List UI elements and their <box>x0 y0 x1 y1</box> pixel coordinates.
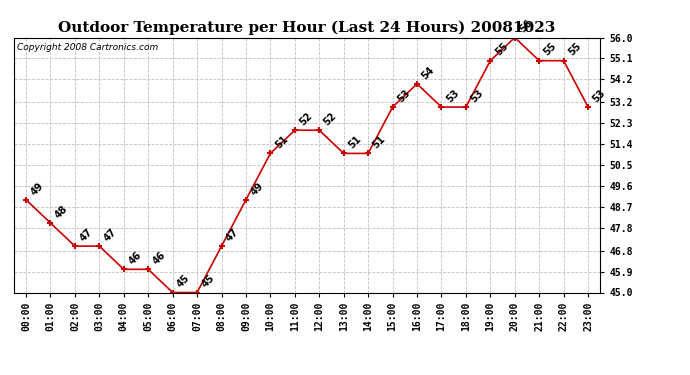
Text: 56: 56 <box>518 18 534 35</box>
Text: 47: 47 <box>102 227 119 243</box>
Text: 52: 52 <box>297 111 314 128</box>
Text: 51: 51 <box>346 134 363 151</box>
Text: 47: 47 <box>78 227 95 243</box>
Text: 46: 46 <box>151 250 168 267</box>
Text: 52: 52 <box>322 111 339 128</box>
Text: 45: 45 <box>175 273 192 290</box>
Text: 53: 53 <box>469 88 485 104</box>
Title: Outdoor Temperature per Hour (Last 24 Hours) 20081023: Outdoor Temperature per Hour (Last 24 Ho… <box>59 21 555 35</box>
Text: 48: 48 <box>53 204 70 220</box>
Text: 45: 45 <box>200 273 217 290</box>
Text: 49: 49 <box>248 180 266 197</box>
Text: 51: 51 <box>273 134 290 151</box>
Text: 49: 49 <box>29 180 46 197</box>
Text: 55: 55 <box>542 41 559 58</box>
Text: 53: 53 <box>395 88 412 104</box>
Text: 47: 47 <box>224 227 241 243</box>
Text: 51: 51 <box>371 134 388 151</box>
Text: 46: 46 <box>126 250 143 267</box>
Text: 55: 55 <box>493 41 510 58</box>
Text: 55: 55 <box>566 41 583 58</box>
Text: Copyright 2008 Cartronics.com: Copyright 2008 Cartronics.com <box>17 43 158 52</box>
Text: 53: 53 <box>591 88 607 104</box>
Text: 54: 54 <box>420 64 436 81</box>
Text: 53: 53 <box>444 88 461 104</box>
